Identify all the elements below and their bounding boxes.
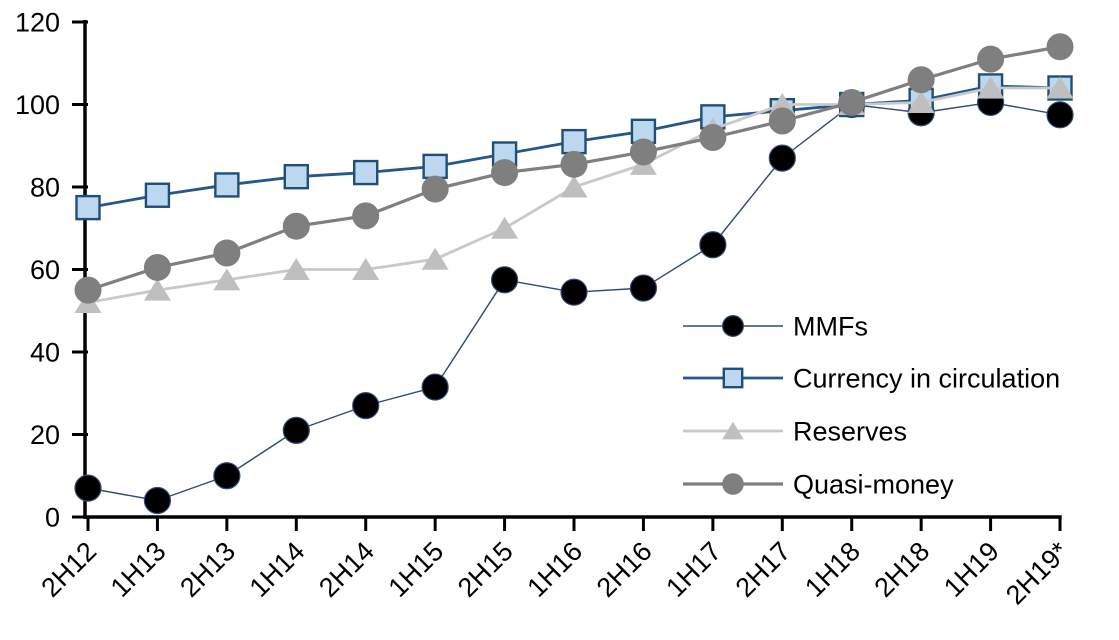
marker-reserves: [491, 216, 519, 239]
legend-label: Quasi-money: [793, 470, 954, 500]
marker-currency-in-circulation: [422, 153, 448, 180]
legend-label: Currency in circulation: [793, 364, 1060, 394]
marker-quasi-money: [838, 88, 866, 116]
y-axis-tick-label: 0: [45, 503, 60, 533]
marker-reserves: [977, 76, 1005, 99]
legend-marker-circle-icon: [721, 315, 744, 338]
marker-mmfs: [629, 274, 658, 302]
x-axis-tick-label: 1H13: [105, 536, 172, 603]
marker-reserves: [213, 268, 241, 291]
legend-marker-circle-icon: [722, 473, 744, 495]
marker-mmfs: [143, 486, 172, 515]
x-axis-tick-label: 2H17: [730, 536, 797, 603]
marker-reserves: [560, 175, 588, 198]
marker-mmfs: [490, 266, 519, 294]
marker-quasi-money: [74, 276, 102, 304]
x-axis-tick-label: 2H15: [452, 536, 519, 603]
marker-quasi-money: [768, 107, 796, 135]
x-axis-tick-label: 2H19*: [1000, 536, 1075, 611]
x-axis-tick-label: 1H18: [799, 536, 866, 603]
x-axis-tick-label: 1H14: [244, 536, 311, 603]
marker-mmfs: [282, 416, 310, 444]
y-axis-tick-label: 20: [30, 420, 60, 450]
x-axis-tick-label: 2H18: [869, 536, 936, 603]
x-axis-tick-label: 1H15: [383, 536, 450, 603]
x-axis-tick-label: 2H13: [174, 536, 241, 603]
marker-quasi-money: [352, 202, 380, 230]
marker-currency-in-circulation: [214, 172, 240, 198]
marker-mmfs: [768, 144, 796, 172]
x-axis-tick-label: 1H19: [938, 536, 1005, 603]
x-axis-tick-label: 1H16: [521, 536, 588, 603]
marker-quasi-money: [143, 253, 171, 281]
marker-quasi-money: [491, 159, 519, 187]
marker-quasi-money: [629, 138, 657, 166]
marker-currency-in-circulation: [144, 182, 171, 208]
marker-reserves: [421, 247, 449, 270]
x-axis-tick-label: 1H17: [660, 536, 727, 603]
marker-currency-in-circulation: [283, 163, 309, 190]
marker-quasi-money: [560, 150, 588, 178]
x-axis-tick-label: 2H14: [313, 536, 380, 603]
marker-mmfs: [352, 392, 380, 420]
marker-reserves: [907, 90, 935, 113]
legend-label: MMFs: [793, 312, 868, 342]
legend-label: Reserves: [793, 417, 907, 447]
marker-mmfs: [74, 474, 102, 502]
legend-marker-square-icon: [722, 367, 744, 389]
marker-mmfs: [1046, 101, 1074, 129]
marker-currency-in-circulation: [353, 159, 379, 186]
marker-mmfs: [213, 462, 241, 490]
marker-currency-in-circulation: [75, 194, 101, 221]
marker-currency-in-circulation: [561, 128, 587, 155]
x-axis-tick-label: 2H16: [591, 536, 658, 603]
marker-mmfs: [699, 231, 727, 259]
marker-mmfs: [560, 278, 588, 306]
marker-quasi-money: [977, 45, 1005, 73]
y-axis-tick-label: 80: [30, 173, 60, 203]
marker-reserves: [143, 278, 171, 301]
marker-quasi-money: [699, 124, 727, 151]
marker-mmfs: [421, 373, 449, 401]
y-axis-tick-label: 40: [30, 338, 60, 368]
marker-quasi-money: [282, 212, 310, 240]
x-axis-tick-label: 2H12: [35, 536, 102, 603]
marker-reserves: [282, 258, 310, 280]
legend-marker-triangle-icon: [722, 421, 744, 440]
marker-quasi-money: [213, 239, 241, 267]
y-axis-tick-label: 60: [30, 255, 60, 285]
marker-quasi-money: [421, 175, 449, 203]
y-axis-tick-label: 100: [15, 90, 60, 120]
marker-reserves: [352, 258, 380, 280]
marker-reserves: [1046, 76, 1074, 99]
marker-quasi-money: [907, 66, 935, 94]
y-axis-tick-label: 120: [15, 8, 60, 38]
marker-quasi-money: [1046, 33, 1074, 61]
